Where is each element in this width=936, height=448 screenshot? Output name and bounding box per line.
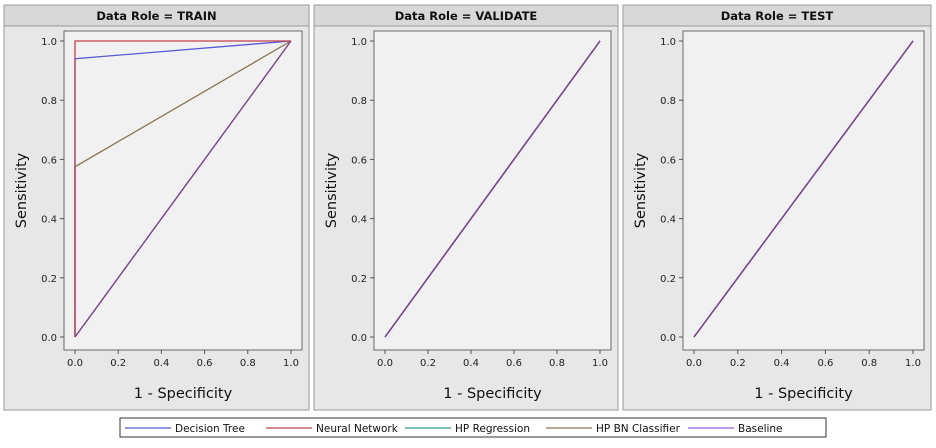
x-tick-label: 0.2 — [730, 358, 746, 369]
y-tick-label: 1.0 — [660, 37, 676, 48]
chart-panel-data-role-test: Data Role = TEST 0.0 0.2 0.4 0.6 0.8 1.0 0.0 0.2… — [622, 4, 932, 411]
x-tick-label: 0.2 — [110, 358, 126, 369]
x-tick-label: 1.0 — [905, 358, 921, 369]
series-line-hp-regression — [74, 40, 292, 338]
y-tick-label: 0.2 — [351, 274, 367, 285]
y-tick-label: 0.0 — [351, 333, 367, 344]
legend-label-decision-tree: Decision Tree — [175, 423, 245, 435]
y-tick-label: 0.6 — [660, 155, 676, 166]
series-line-neural-network — [693, 40, 914, 338]
x-tick-label: 0.4 — [153, 358, 169, 369]
x-tick-label: 0.8 — [549, 358, 565, 369]
y-axis-label: Sensitivity — [633, 152, 649, 228]
y-tick-label: 0.8 — [41, 96, 57, 107]
x-tick-label: 1.0 — [592, 358, 608, 369]
chart-panel-data-role-train: Data Role = TRAIN 0.0 0.2 0.4 0.6 0.8 1.0 0.0 0.… — [3, 4, 310, 411]
series-line-neural-network — [74, 40, 291, 337]
y-tick-label: 0.6 — [41, 155, 57, 166]
y-tick-label: 0.8 — [351, 96, 367, 107]
legend-label-hp-bn-classifier: HP BN Classifier — [596, 423, 681, 435]
y-tick-label: 1.0 — [351, 37, 367, 48]
y-tick-label: 0.0 — [660, 333, 676, 344]
panel-title: Data Role = TEST — [721, 9, 834, 23]
x-tick-label: 0.2 — [420, 358, 436, 369]
panel-title: Data Role = VALIDATE — [395, 9, 538, 23]
y-axis-label: Sensitivity — [324, 152, 340, 228]
x-tick-label: 0.6 — [506, 358, 522, 369]
x-tick-label: 0.0 — [686, 358, 702, 369]
y-tick-label: 1.0 — [41, 37, 57, 48]
series-line-neural-network — [384, 40, 601, 338]
x-tick-label: 0.8 — [240, 358, 256, 369]
panel-header — [622, 4, 932, 27]
y-tick-label: 0.4 — [660, 215, 676, 226]
panel-title: Data Role = TRAIN — [96, 9, 216, 23]
panel-header — [313, 4, 619, 27]
legend: Decision Tree Neural Network HP Regression… — [119, 417, 827, 438]
panel-header — [3, 4, 310, 27]
y-tick-label: 0.2 — [660, 274, 676, 285]
legend-label-hp-regression: HP Regression — [455, 423, 530, 435]
x-tick-label: 0.4 — [463, 358, 479, 369]
y-tick-label: 0.4 — [41, 215, 57, 226]
x-axis-label: 1 - Specificity — [443, 386, 542, 402]
legend-label-neural-network: Neural Network — [316, 423, 399, 435]
x-tick-label: 0.8 — [861, 358, 877, 369]
y-tick-label: 0.0 — [41, 333, 57, 344]
x-tick-label: 0.0 — [377, 358, 393, 369]
legend-frame — [119, 417, 827, 438]
y-tick-label: 0.2 — [41, 274, 57, 285]
x-tick-label: 0.6 — [197, 358, 213, 369]
x-tick-label: 0.0 — [67, 358, 83, 369]
y-tick-label: 0.8 — [660, 96, 676, 107]
y-axis-label: Sensitivity — [14, 152, 30, 228]
x-tick-label: 1.0 — [283, 358, 299, 369]
x-axis-label: 1 - Specificity — [134, 386, 233, 402]
legend-label-baseline: Baseline — [738, 423, 783, 435]
chart-panel-data-role-validate: Data Role = VALIDATE 0.0 0.2 0.4 0.6 0.8 1.0 0.… — [313, 4, 619, 411]
x-tick-label: 0.4 — [774, 358, 790, 369]
y-tick-label: 0.6 — [351, 155, 367, 166]
x-tick-label: 0.6 — [817, 358, 833, 369]
x-axis-label: 1 - Specificity — [754, 386, 853, 402]
y-tick-label: 0.4 — [351, 215, 367, 226]
